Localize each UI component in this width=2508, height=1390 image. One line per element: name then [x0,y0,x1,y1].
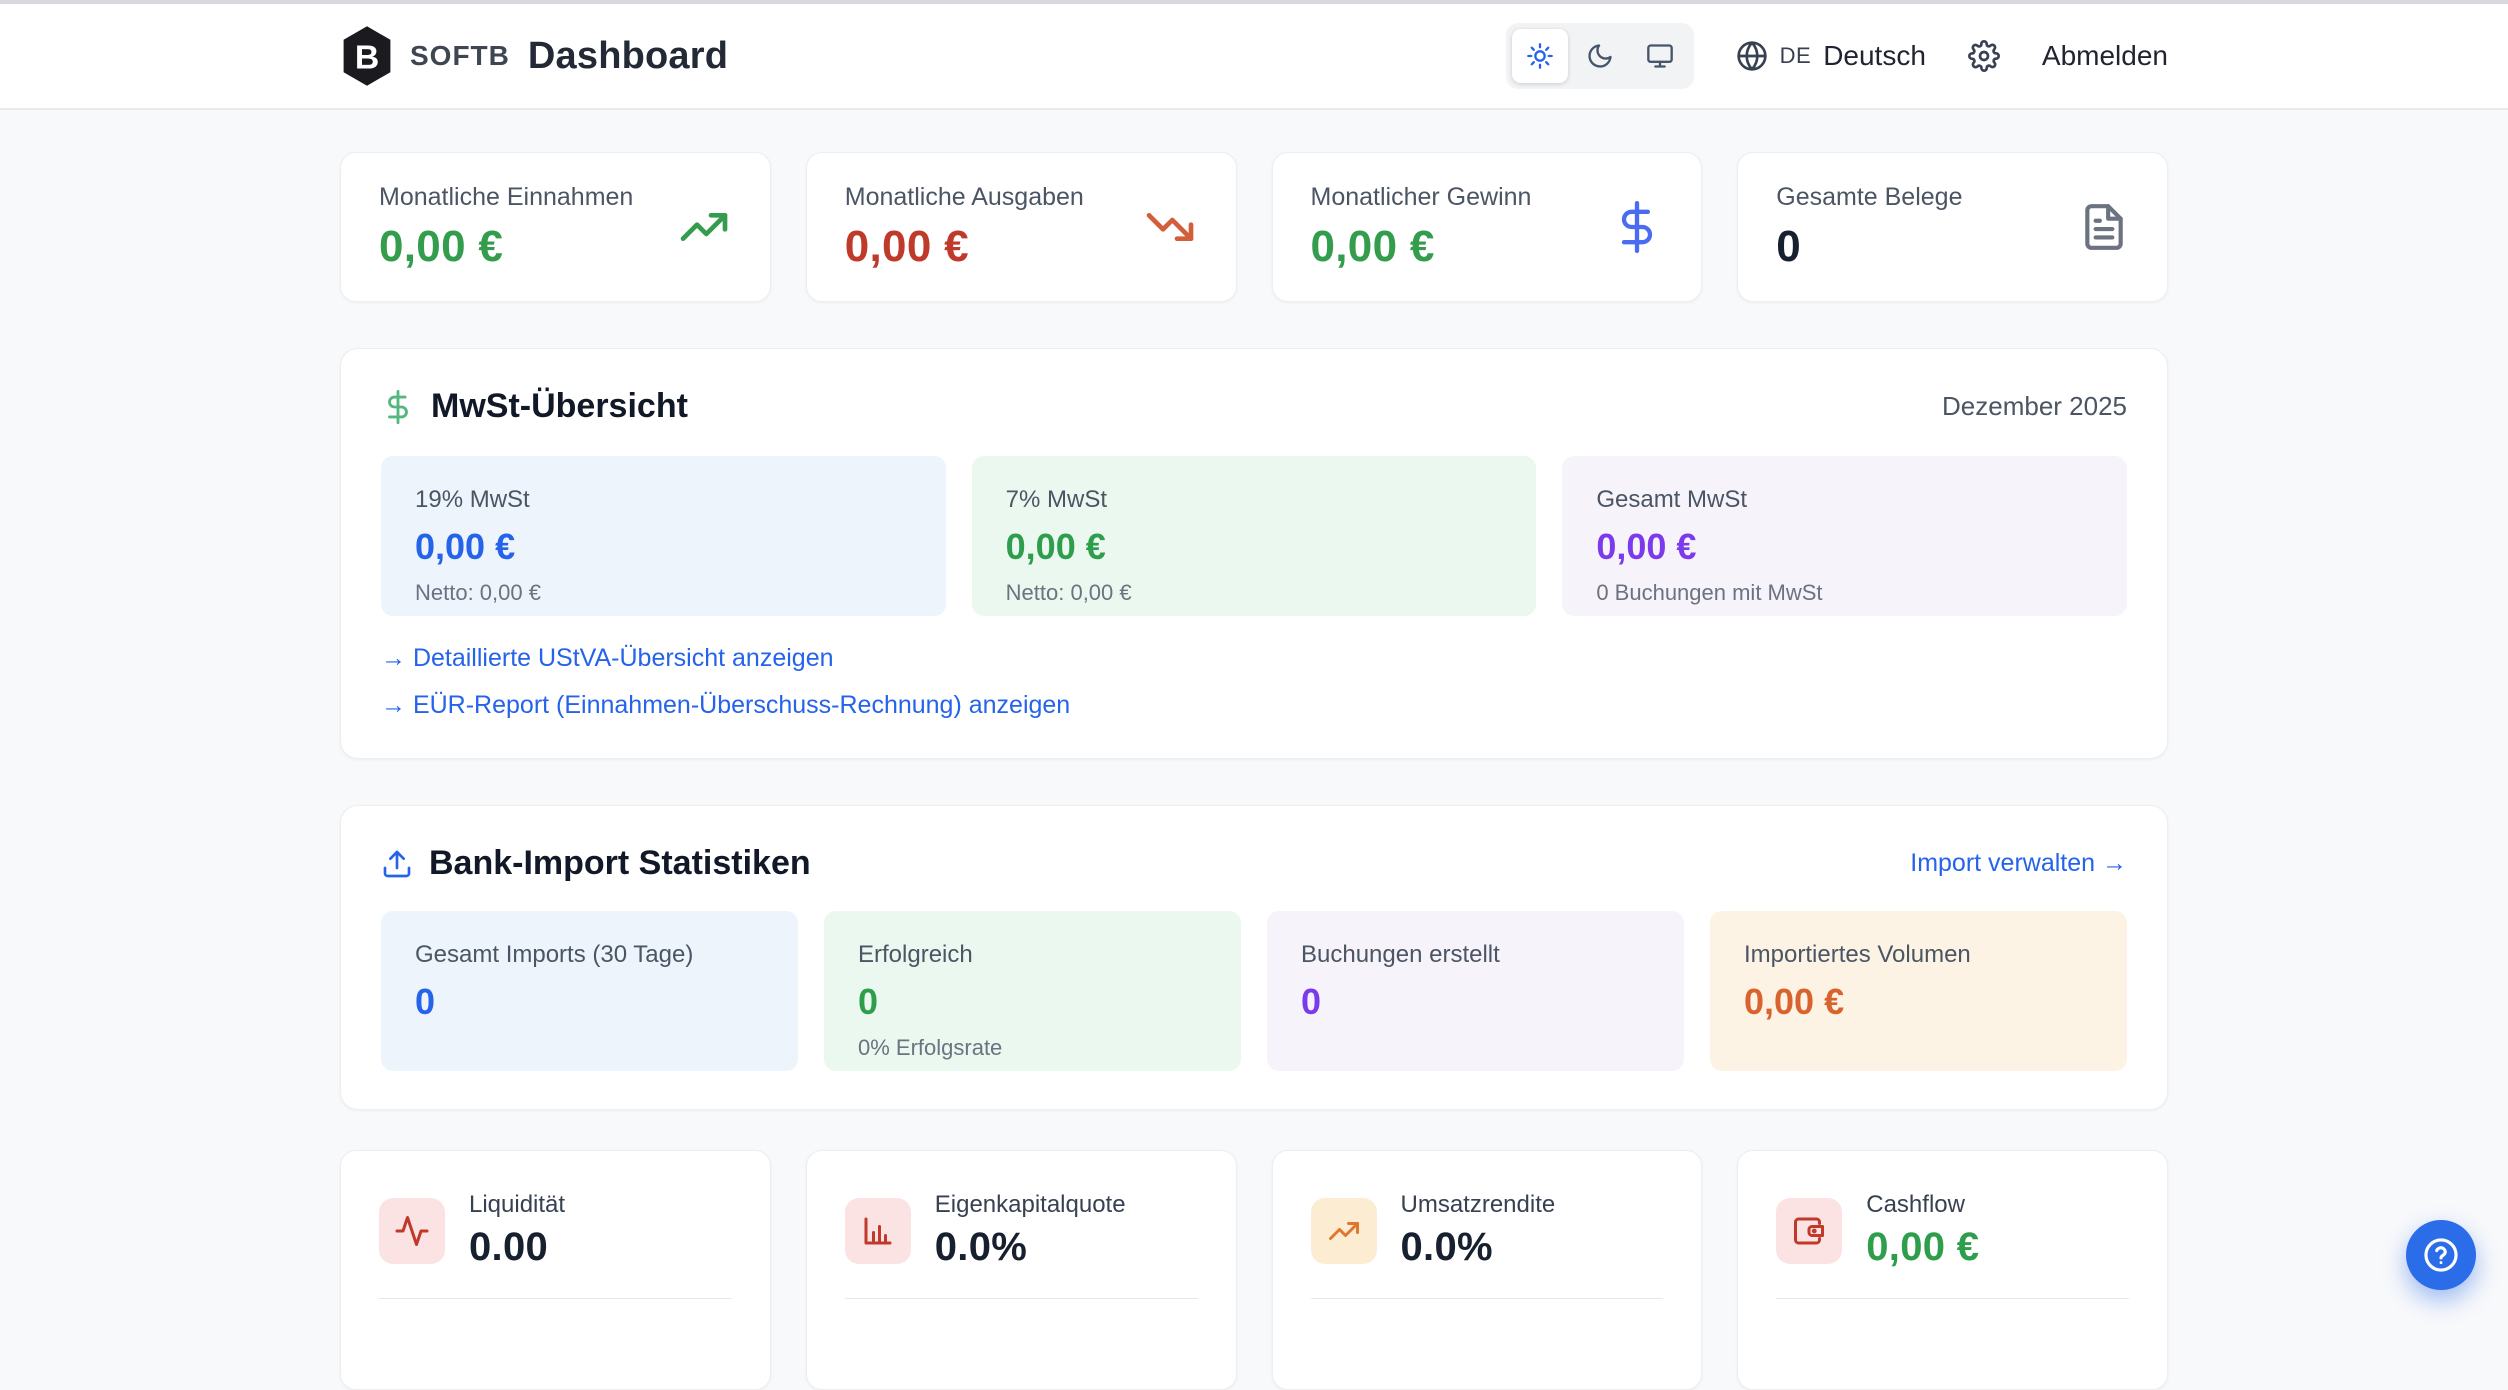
theme-switcher [1505,23,1694,89]
divider [844,1298,1198,1299]
bank-import-title: Bank-Import Statistiken [429,844,811,882]
kpi-card-cashflow: Cashflow 0,00 € [1737,1150,2168,1390]
tile-value: 0 [415,981,436,1022]
tile-label: 7% MwSt [1005,486,1108,513]
kpi-value: 0.0% [1400,1225,1493,1269]
import-tile-success: Erfolgreich 0 0% Erfolgsrate [824,911,1241,1071]
logout-button[interactable]: Abmelden [2041,40,2168,71]
mwst-panel: MwSt-Übersicht Dezember 2025 19% MwSt 0,… [340,348,2168,759]
window-top-edge [0,0,2508,4]
ustva-link[interactable]: → Detaillierte UStVA-Übersicht anzeigen [381,644,834,672]
stat-label: Monatliche Einnahmen [379,182,634,211]
euer-report-link[interactable]: → EÜR-Report (Einnahmen-Überschuss-Rechn… [381,691,1071,719]
tile-value: 0,00 € [1596,526,1697,567]
mwst-tile-7: 7% MwSt 0,00 € Netto: 0,00 € [971,456,1537,616]
sun-icon [1526,43,1553,69]
stat-value: 0,00 € [1310,221,1435,271]
divider [1776,1298,2129,1299]
mwst-period: Dezember 2025 [1942,391,2127,421]
trending-up-icon [1328,1221,1359,1240]
wallet-icon [1794,1217,1825,1244]
kpi-row: Liquidität 0.00 Eigenkapitalquote [340,1150,2168,1390]
topbar-actions: DE Deutsch Abmelden [1505,23,2168,89]
kpi-value: 0,00 € [1866,1225,1980,1269]
settings-button[interactable] [1967,40,2000,72]
mwst-title: MwSt-Übersicht [431,387,688,425]
help-button[interactable] [2406,1220,2476,1290]
trending-up-icon [680,213,728,242]
import-tile-bookings: Buchungen erstellt 0 [1267,911,1684,1071]
tile-label: Importiertes Volumen [1744,941,1971,968]
stat-card-einnahmen: Monatliche Einnahmen 0,00 € [340,152,771,302]
brand-logo-icon: B [343,26,391,86]
tile-label: 19% MwSt [415,486,530,513]
topbar: B SOFTB Dashboard [0,4,2508,110]
tile-label: Gesamt MwSt [1596,486,1748,513]
dollar-icon [388,389,408,424]
tile-value: 0,00 € [415,526,516,567]
language-switcher[interactable]: DE Deutsch [1736,40,1926,72]
stat-card-ausgaben: Monatliche Ausgaben 0,00 € [805,152,1237,302]
dollar-icon [1622,201,1653,253]
stats-row: Monatliche Einnahmen 0,00 € Monatliche A… [340,152,2168,302]
kpi-value: 0.00 [469,1225,549,1269]
divider [1310,1298,1664,1299]
tile-value: 0 [1301,981,1322,1022]
tile-sub: Netto: 0,00 € [1005,580,1132,605]
stat-value: 0,00 € [844,221,969,271]
brand-name: SOFTB [410,40,510,71]
tile-sub: 0 Buchungen mit MwSt [1596,580,1823,605]
tile-sub: 0% Erfolgsrate [858,1035,1003,1060]
monitor-icon [1646,44,1673,68]
stat-label: Monatlicher Gewinn [1310,182,1532,211]
divider [379,1298,732,1299]
stat-card-gewinn: Monatlicher Gewinn 0,00 € [1271,152,1703,302]
main-content: Monatliche Einnahmen 0,00 € Monatliche A… [340,152,2168,1390]
theme-dark-button[interactable] [1572,29,1628,83]
manage-import-link[interactable]: Import verwalten → [1910,849,2127,877]
import-tile-total: Gesamt Imports (30 Tage) 0 [381,911,798,1071]
file-text-icon [2085,204,2123,250]
upload-icon [383,850,411,877]
theme-system-button[interactable] [1632,29,1688,83]
stat-label: Monatliche Ausgaben [844,182,1084,211]
mwst-tile-19: 19% MwSt 0,00 € Netto: 0,00 € [381,456,946,616]
tile-value: 0,00 € [1005,526,1106,567]
svg-text:B: B [355,38,379,76]
kpi-card-liquiditaet: Liquidität 0.00 [340,1150,771,1390]
kpi-label: Umsatzrendite [1400,1191,1556,1218]
tile-value: 0 [858,981,879,1022]
kpi-value: 0.0% [934,1225,1028,1269]
tile-label: Buchungen erstellt [1301,941,1500,968]
trending-down-icon [1146,213,1193,242]
language-label: Deutsch [1823,40,1926,71]
kpi-label: Eigenkapitalquote [934,1191,1126,1218]
globe-icon [1736,41,1767,71]
tile-sub: Netto: 0,00 € [415,580,541,605]
stat-label: Gesamte Belege [1776,182,1963,211]
mwst-tile-gesamt: Gesamt MwSt 0,00 € 0 Buchungen mit MwSt [1562,456,2127,616]
tile-label: Erfolgreich [858,941,973,968]
stat-value: 0,00 € [379,221,504,271]
gear-icon [1967,40,2000,72]
language-code: DE [1779,43,1812,68]
tile-label: Gesamt Imports (30 Tage) [415,941,694,968]
kpi-label: Liquidität [469,1191,566,1218]
moon-icon [1588,44,1612,68]
kpi-card-eigenkapitalquote: Eigenkapitalquote 0.0% [805,1150,1237,1390]
bar-chart-icon [864,1217,892,1244]
activity-icon [395,1215,429,1246]
kpi-label: Cashflow [1866,1191,1965,1218]
tile-value: 0,00 € [1744,981,1845,1022]
kpi-card-umsatzrendite: Umsatzrendite 0.0% [1271,1150,1703,1390]
import-tile-volume: Importiertes Volumen 0,00 € [1710,911,2127,1071]
brand: B SOFTB Dashboard [340,22,728,90]
help-icon [2424,1238,2458,1272]
stat-card-belege: Gesamte Belege 0 [1737,152,2168,302]
stat-value: 0 [1776,221,1802,271]
bank-import-panel: Bank-Import Statistiken Import verwalten… [340,805,2168,1110]
page-title: Dashboard [527,34,729,77]
theme-light-button[interactable] [1511,29,1568,83]
